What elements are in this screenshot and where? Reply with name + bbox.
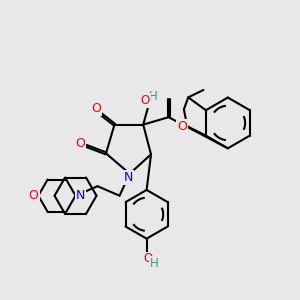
Text: N: N xyxy=(76,189,85,202)
Text: O: O xyxy=(28,189,38,202)
Text: O: O xyxy=(144,253,153,266)
Text: H: H xyxy=(149,90,158,103)
Text: O: O xyxy=(91,102,101,115)
Text: N: N xyxy=(123,171,133,184)
Text: O: O xyxy=(141,94,150,107)
Text: O: O xyxy=(75,137,85,150)
Text: H: H xyxy=(150,257,158,270)
Text: O: O xyxy=(177,120,187,133)
